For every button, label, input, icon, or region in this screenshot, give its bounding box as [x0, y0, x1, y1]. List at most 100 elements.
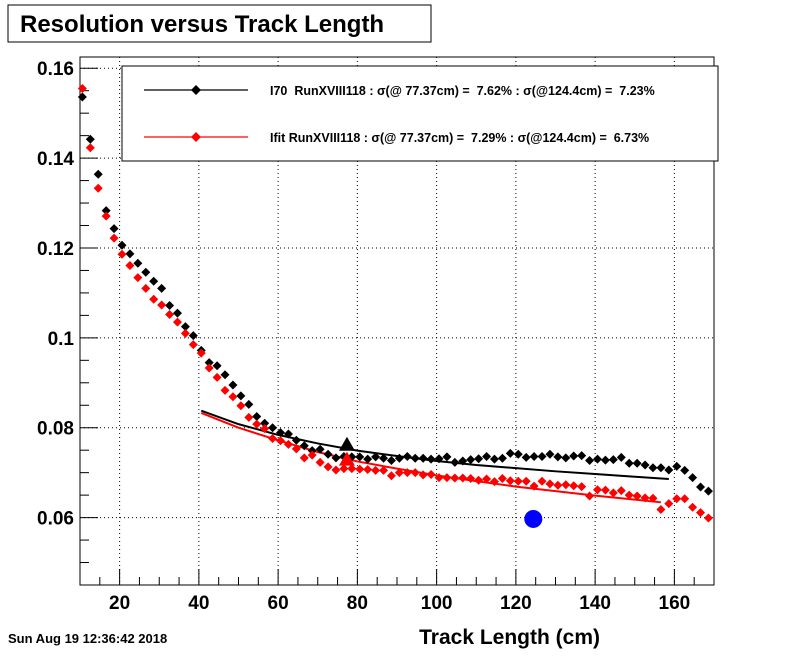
- point-ifit: [585, 491, 595, 501]
- point-i70: [260, 418, 270, 428]
- point-i70: [537, 451, 547, 461]
- point-i70: [331, 453, 341, 463]
- legend: I70 RunXVIII118 : σ(@ 77.37cm) = 7.62% :…: [121, 65, 719, 162]
- point-ifit: [315, 457, 325, 467]
- point-i70: [703, 486, 713, 496]
- point-ifit: [291, 444, 301, 454]
- point-i70: [283, 429, 293, 439]
- point-i70: [648, 463, 658, 473]
- point-i70: [101, 206, 111, 216]
- highlight-triangle: [338, 436, 355, 451]
- point-ifit: [299, 453, 309, 463]
- point-i70: [212, 361, 222, 371]
- x-tick-label: 120: [500, 593, 532, 614]
- point-i70: [513, 449, 523, 459]
- point-ifit: [93, 183, 103, 193]
- point-i70: [442, 452, 452, 462]
- point-ifit: [648, 493, 658, 503]
- point-i70: [252, 411, 262, 421]
- point-ifit: [466, 474, 476, 484]
- point-ifit: [355, 464, 365, 474]
- point-ifit: [363, 465, 373, 475]
- point-i70: [204, 358, 214, 368]
- point-ifit: [165, 309, 175, 319]
- point-ifit: [196, 348, 206, 358]
- point-i70: [505, 448, 515, 458]
- point-ifit: [220, 385, 230, 395]
- point-ifit: [252, 419, 262, 429]
- point-ifit: [212, 372, 222, 382]
- point-ifit: [371, 465, 381, 475]
- point-ifit: [117, 249, 127, 259]
- point-ifit: [608, 488, 618, 498]
- point-i70: [680, 465, 690, 475]
- point-ifit: [331, 465, 341, 475]
- point-ifit: [529, 481, 539, 491]
- point-ifit: [133, 273, 143, 283]
- point-i70: [188, 331, 198, 341]
- point-ifit: [600, 485, 610, 495]
- point-i70: [672, 461, 682, 471]
- point-i70: [450, 457, 460, 467]
- point-i70: [125, 249, 135, 259]
- point-i70: [402, 451, 412, 461]
- point-ifit: [680, 494, 690, 504]
- point-ifit: [482, 474, 492, 484]
- point-i70: [165, 300, 175, 310]
- y-tick-label: 0.08: [37, 419, 74, 440]
- point-i70: [386, 456, 396, 466]
- point-i70: [133, 258, 143, 268]
- point-ifit: [172, 317, 182, 327]
- point-ifit: [703, 513, 713, 523]
- point-ifit: [85, 143, 95, 153]
- point-i70: [268, 423, 278, 433]
- y-tick-label: 0.1: [48, 329, 75, 350]
- x-tick-label: 60: [268, 593, 289, 614]
- point-i70: [244, 399, 254, 409]
- point-i70: [474, 454, 484, 464]
- point-i70: [458, 456, 468, 466]
- title-box: [7, 4, 432, 43]
- point-ifit: [442, 473, 452, 483]
- point-ifit: [188, 340, 198, 350]
- point-ifit: [379, 465, 389, 475]
- highlight-circle: [524, 509, 543, 528]
- legend-marker-i70: [191, 85, 201, 95]
- point-ifit: [276, 436, 286, 446]
- point-ifit: [513, 476, 523, 486]
- point-ifit: [632, 491, 642, 501]
- point-ifit: [593, 485, 603, 495]
- point-ifit: [109, 233, 119, 243]
- point-ifit: [101, 211, 111, 221]
- point-i70: [624, 458, 634, 468]
- point-i70: [656, 463, 666, 473]
- point-ifit: [497, 474, 507, 484]
- point-ifit: [307, 450, 317, 460]
- point-i70: [180, 322, 190, 332]
- point-i70: [157, 283, 167, 293]
- x-tick-label: 140: [579, 593, 611, 614]
- point-ifit: [125, 261, 135, 271]
- point-i70: [561, 453, 571, 463]
- point-i70: [117, 240, 127, 250]
- highlight-triangle: [338, 451, 355, 466]
- point-i70: [323, 449, 333, 459]
- point-i70: [593, 454, 603, 464]
- point-ifit: [149, 294, 159, 304]
- point-i70: [585, 456, 595, 466]
- fit-line-i70: [200, 409, 669, 480]
- x-tick-label: 100: [421, 593, 453, 614]
- point-ifit: [569, 481, 579, 491]
- point-ifit: [521, 476, 531, 486]
- point-ifit: [696, 508, 706, 518]
- point-ifit: [672, 494, 682, 504]
- point-i70: [577, 451, 587, 461]
- point-i70: [632, 458, 642, 468]
- point-ifit: [656, 505, 666, 515]
- point-ifit: [394, 468, 404, 478]
- point-i70: [109, 224, 119, 234]
- point-ifit: [77, 83, 87, 93]
- point-i70: [616, 452, 626, 462]
